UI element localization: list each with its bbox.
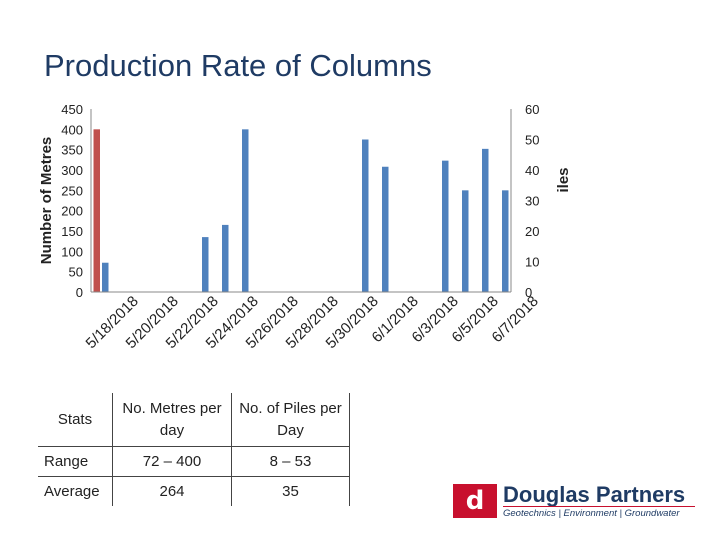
y-tick-label: 200 bbox=[61, 204, 83, 219]
y-tick-label: 300 bbox=[61, 163, 83, 178]
y-tick-label: 250 bbox=[61, 183, 83, 198]
stats-row-label: Average bbox=[44, 483, 100, 500]
y-tick-label: 100 bbox=[61, 244, 83, 259]
slide-title: Production Rate of Columns bbox=[44, 48, 432, 83]
stats-header-stats: Stats bbox=[38, 393, 113, 447]
y2-tick-label: 30 bbox=[525, 194, 539, 209]
bar bbox=[202, 237, 209, 292]
y-axis-title: Number of Metres bbox=[38, 137, 55, 265]
y2-tick-label: 50 bbox=[525, 133, 539, 148]
y2-tick-label: 40 bbox=[525, 163, 539, 178]
y-tick-label: 50 bbox=[69, 265, 83, 280]
bar bbox=[442, 160, 449, 292]
bar bbox=[242, 129, 249, 292]
bar bbox=[102, 262, 109, 292]
y-tick-label: 350 bbox=[61, 143, 83, 158]
bar bbox=[93, 129, 100, 292]
y2-tick-label: 10 bbox=[525, 255, 539, 270]
bar bbox=[382, 166, 389, 292]
y-tick-label: 400 bbox=[61, 122, 83, 137]
y-tick-label: 450 bbox=[61, 102, 83, 117]
logo-glyph: d bbox=[465, 486, 485, 516]
stats-header-metres: No. Metres per day bbox=[112, 393, 232, 447]
stats-table: Stats No. Metres per day No. of Piles pe… bbox=[38, 393, 350, 506]
stats-range-metres: 72 – 400 bbox=[112, 446, 232, 477]
logo-mark-icon bbox=[453, 484, 497, 518]
bar bbox=[482, 148, 489, 292]
y2-tick-label: 20 bbox=[525, 224, 539, 239]
bar bbox=[462, 190, 469, 292]
y2-tick-label: 0 bbox=[525, 285, 532, 300]
y-tick-label: 150 bbox=[61, 224, 83, 239]
y-tick-label: 0 bbox=[76, 285, 83, 300]
table-row: Range 72 – 400 8 – 53 bbox=[38, 446, 350, 477]
stats-average-piles: 35 bbox=[231, 476, 350, 506]
bar bbox=[362, 139, 369, 292]
bar bbox=[502, 190, 509, 292]
logo-tagline: Geotechnics | Environment | Groundwater bbox=[503, 508, 680, 519]
stats-average-metres: 264 bbox=[112, 476, 232, 506]
y2-tick-label: 60 bbox=[525, 102, 539, 117]
logo-divider bbox=[503, 506, 695, 507]
stats-row-label: Range bbox=[38, 446, 113, 477]
table-row: Average 264 35 bbox=[38, 476, 350, 506]
logo-name: Douglas Partners bbox=[503, 482, 686, 507]
stats-range-piles: 8 – 53 bbox=[231, 446, 350, 477]
bar bbox=[222, 224, 229, 292]
stats-header-piles: No. of Piles per Day bbox=[231, 393, 350, 447]
y2-axis-title: iles bbox=[555, 167, 572, 192]
production-rate-chart: 0 50 100 150 200 250 300 350 400 450 0 10 20 30 40 50 60… bbox=[38, 102, 572, 352]
stats-header-row: Stats No. Metres per day No. of Piles pe… bbox=[38, 393, 350, 447]
douglas-partners-logo: d Douglas Partners Geotechnics | Environ… bbox=[453, 482, 698, 524]
